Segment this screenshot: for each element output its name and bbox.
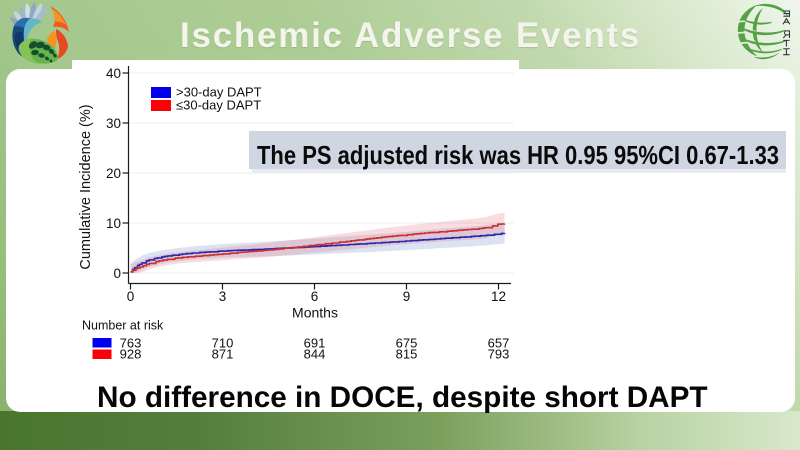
svg-text:815: 815 (396, 347, 418, 362)
svg-text:0: 0 (113, 266, 121, 281)
svg-text:793: 793 (488, 347, 510, 362)
svg-text:710: 710 (212, 336, 234, 351)
svg-text:Cumulative Incidence (%): Cumulative Incidence (%) (78, 104, 94, 269)
svg-text:20: 20 (106, 166, 121, 181)
svg-text:6: 6 (311, 289, 319, 304)
svg-text:>30-day DAPT: >30-day DAPT (176, 85, 262, 100)
svg-text:Number at risk: Number at risk (82, 319, 164, 333)
svg-text:871: 871 (212, 347, 234, 362)
svg-text:≤30-day DAPT: ≤30-day DAPT (176, 98, 261, 113)
svg-text:657: 657 (488, 336, 510, 351)
svg-text:675: 675 (396, 336, 418, 351)
svg-text:9: 9 (403, 289, 411, 304)
svg-text:0: 0 (127, 289, 135, 304)
svg-text:12: 12 (491, 289, 506, 304)
svg-text:3: 3 (219, 289, 227, 304)
svg-text:Months: Months (292, 305, 338, 321)
svg-text:844: 844 (304, 347, 326, 362)
svg-text:10: 10 (106, 216, 121, 231)
svg-text:30: 30 (106, 116, 121, 131)
svg-text:763: 763 (120, 336, 142, 351)
svg-text:928: 928 (120, 347, 142, 362)
svg-text:691: 691 (304, 336, 326, 351)
svg-text:40: 40 (106, 66, 121, 81)
